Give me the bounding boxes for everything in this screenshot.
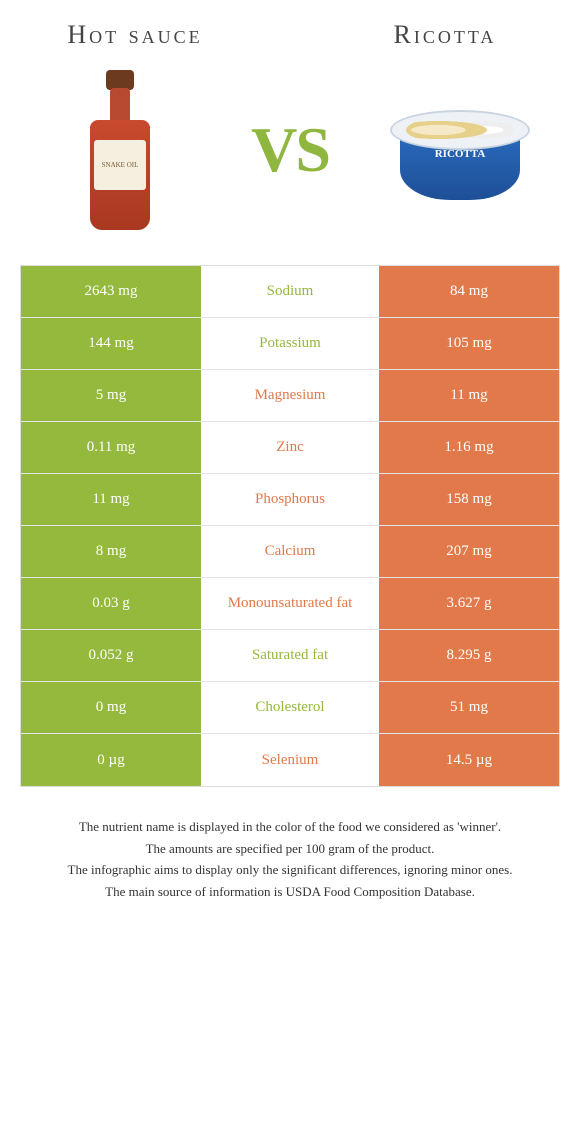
footnotes: The nutrient name is displayed in the co… xyxy=(30,817,550,901)
right-value: 1.16 mg xyxy=(379,422,559,473)
table-row: 0 mgCholesterol51 mg xyxy=(21,682,559,734)
table-row: 11 mgPhosphorus158 mg xyxy=(21,474,559,526)
nutrient-label: Selenium xyxy=(201,734,379,786)
left-value: 0 mg xyxy=(21,682,201,733)
left-value: 5 mg xyxy=(21,370,201,421)
right-value: 8.295 g xyxy=(379,630,559,681)
footnote-line: The infographic aims to display only the… xyxy=(30,860,550,880)
nutrient-label: Zinc xyxy=(201,422,379,473)
left-product-image: SNAKE OIL xyxy=(30,60,210,240)
right-product-image: RICOTTA xyxy=(370,60,550,240)
table-row: 5 mgMagnesium11 mg xyxy=(21,370,559,422)
left-value: 0.11 mg xyxy=(21,422,201,473)
title-left: Hot sauce xyxy=(20,20,250,50)
table-row: 0.11 mgZinc1.16 mg xyxy=(21,422,559,474)
footnote-line: The nutrient name is displayed in the co… xyxy=(30,817,550,837)
table-row: 2643 mgSodium84 mg xyxy=(21,266,559,318)
nutrient-label: Cholesterol xyxy=(201,682,379,733)
left-value: 0 µg xyxy=(21,734,201,786)
title-right: Ricotta xyxy=(330,20,560,50)
right-value: 51 mg xyxy=(379,682,559,733)
nutrient-label: Magnesium xyxy=(201,370,379,421)
table-row: 0.052 gSaturated fat8.295 g xyxy=(21,630,559,682)
left-value: 0.052 g xyxy=(21,630,201,681)
nutrient-label: Potassium xyxy=(201,318,379,369)
nutrient-label: Monounsaturated fat xyxy=(201,578,379,629)
table-row: 0 µgSelenium14.5 µg xyxy=(21,734,559,786)
footnote-line: The amounts are specified per 100 gram o… xyxy=(30,839,550,859)
table-row: 8 mgCalcium207 mg xyxy=(21,526,559,578)
left-value: 144 mg xyxy=(21,318,201,369)
left-value: 11 mg xyxy=(21,474,201,525)
bottle-label: SNAKE OIL xyxy=(94,140,146,190)
table-row: 144 mgPotassium105 mg xyxy=(21,318,559,370)
left-value: 2643 mg xyxy=(21,266,201,317)
nutrient-label: Calcium xyxy=(201,526,379,577)
nutrient-label: Saturated fat xyxy=(201,630,379,681)
left-value: 8 mg xyxy=(21,526,201,577)
tub-label: RICOTTA xyxy=(420,148,500,160)
nutrient-label: Sodium xyxy=(201,266,379,317)
right-value: 105 mg xyxy=(379,318,559,369)
images-row: SNAKE OIL VS RICOTTA xyxy=(0,60,580,265)
vs-text: VS xyxy=(251,113,329,187)
left-value: 0.03 g xyxy=(21,578,201,629)
right-value: 207 mg xyxy=(379,526,559,577)
table-row: 0.03 gMonounsaturated fat3.627 g xyxy=(21,578,559,630)
right-value: 14.5 µg xyxy=(379,734,559,786)
nutrient-table: 2643 mgSodium84 mg144 mgPotassium105 mg5… xyxy=(20,265,560,787)
right-value: 11 mg xyxy=(379,370,559,421)
footnote-line: The main source of information is USDA F… xyxy=(30,882,550,902)
right-value: 158 mg xyxy=(379,474,559,525)
header: Hot sauce Ricotta xyxy=(0,0,580,60)
nutrient-label: Phosphorus xyxy=(201,474,379,525)
right-value: 84 mg xyxy=(379,266,559,317)
infographic: Hot sauce Ricotta SNAKE OIL VS RICOTTA 2… xyxy=(0,0,580,901)
right-value: 3.627 g xyxy=(379,578,559,629)
